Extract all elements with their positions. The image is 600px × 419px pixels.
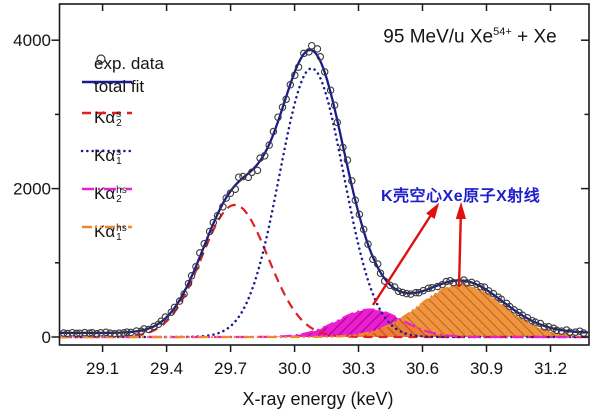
- x-tick-label-31.2: 31.2: [534, 359, 567, 378]
- legend-item-ka2hs: Kα hs 2: [80, 181, 132, 207]
- legend-item-ka1s: Kα s 1: [80, 143, 134, 169]
- plot-title-pre: 95 MeV/u Xe: [383, 26, 494, 48]
- legend-item-total-fit: total fit: [80, 74, 144, 100]
- x-tick-label-29.7: 29.7: [214, 359, 247, 378]
- component-curve-Kα1_hs: [59, 284, 589, 339]
- x-axis-label: X-ray energy (keV): [242, 389, 394, 409]
- plot-frame: [58, 3, 590, 346]
- hollow-atom-annotation: K壳空心Xe原子X射线: [381, 188, 541, 205]
- filled-peak-Kα2_hs: [59, 309, 589, 337]
- tick-labels: 29.1 29.4 29.7 30.0 30.3 30.6 30.9 31.2 0 2000 400…: [13, 31, 567, 378]
- axis-ticks: [51, 4, 589, 352]
- legend-item-exp-data: exp. data: [80, 51, 164, 77]
- legend-marker-circle-icon: [96, 54, 106, 64]
- x-tick-label-29.1: 29.1: [86, 359, 119, 378]
- arrowhead-left: [426, 202, 440, 220]
- plot-title-superscript: 54+: [493, 26, 512, 38]
- legend-marker-dash-dot-dot-icon: [82, 225, 132, 229]
- legend-marker-dash-dot-icon: [82, 187, 132, 191]
- y-tick-label-2000: 2000: [13, 180, 51, 199]
- legend-marker-dashed-icon: [82, 111, 132, 115]
- legend-marker-solid-icon: [82, 80, 132, 84]
- arrow-to-ka2hs-peak: [371, 214, 433, 306]
- plot-title-post: + Xe: [511, 26, 557, 48]
- y-tick-label-4000: 4000: [13, 31, 51, 50]
- legend-item-ka2s: Kα s 2: [80, 105, 132, 131]
- x-tick-label-30.0: 30.0: [278, 359, 311, 378]
- legend-label-subsup: hs 1: [116, 223, 127, 243]
- filled-peak-Kα1_hs: [59, 285, 589, 337]
- x-tick-label-30.6: 30.6: [406, 359, 439, 378]
- legend-label-subsup: hs 2: [116, 185, 127, 205]
- legend-item-ka1hs: Kα hs 1: [80, 219, 132, 245]
- x-tick-label-30.3: 30.3: [342, 359, 375, 378]
- y-tick-label-0: 0: [42, 328, 51, 347]
- hypersatellite-filled-peaks: [59, 285, 589, 337]
- plot-title: 95 MeV/u Xe54+ + Xe: [348, 26, 592, 48]
- arrowhead-right: [455, 201, 466, 220]
- x-tick-label-30.9: 30.9: [470, 359, 503, 378]
- legend-label-ka1s: Kα s 1: [94, 146, 122, 167]
- annotation-arrows: [371, 201, 466, 306]
- legend-label-exp-data: exp. data: [94, 54, 164, 73]
- x-tick-label-29.4: 29.4: [150, 359, 183, 378]
- arrow-to-ka1hs-peak: [457, 215, 462, 288]
- legend-marker-dotted-icon: [80, 149, 134, 153]
- exp-data-points: [59, 41, 588, 338]
